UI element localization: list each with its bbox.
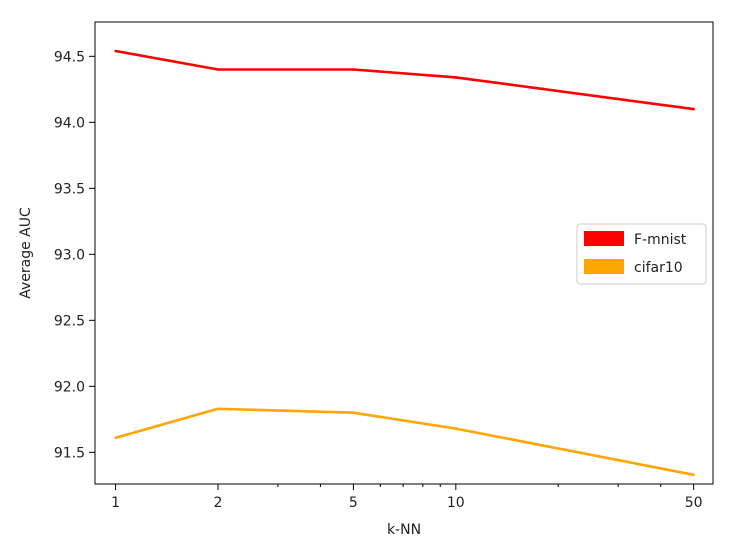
data-point-f-mnist (692, 107, 695, 111)
data-point-f-mnist (216, 68, 220, 71)
legend-swatch-f-mnist (584, 231, 624, 246)
data-point-cifar10 (692, 473, 695, 477)
legend-swatch-cifar10 (584, 259, 624, 274)
y-axis-label: Average AUC (18, 207, 34, 299)
data-point-cifar10 (454, 427, 458, 430)
x-tick-label: 50 (685, 495, 703, 511)
x-tick-label: 2 (214, 495, 223, 511)
series-layer (114, 49, 695, 477)
legend: F-mnist cifar10 (576, 223, 707, 285)
y-tick-label: 94.0 (54, 115, 85, 131)
legend-label-cifar10: cifar10 (634, 260, 683, 276)
data-point-f-mnist (114, 49, 117, 53)
y-tick-label: 92.5 (54, 313, 85, 329)
data-point-f-mnist (454, 76, 458, 79)
y-axis: 91.5 92.0 92.5 93.0 93.5 94.0 94.5 (54, 49, 95, 461)
x-tick-label: 5 (349, 495, 358, 511)
y-tick-label: 91.5 (54, 445, 85, 461)
x-axis: 1 2 5 10 50 (111, 484, 703, 511)
legend-label-f-mnist: F-mnist (634, 232, 687, 248)
data-point-cifar10 (114, 436, 117, 440)
y-tick-label: 92.0 (54, 379, 85, 395)
x-tick-label: 1 (111, 495, 120, 511)
y-tick-label: 93.5 (54, 181, 85, 197)
data-point-f-mnist (352, 68, 355, 71)
plot-frame (94, 21, 714, 485)
y-tick-label: 94.5 (54, 49, 85, 65)
data-point-cifar10 (352, 411, 355, 415)
y-tick-label: 93.0 (54, 247, 85, 263)
x-axis-label: k-NN (387, 522, 421, 538)
x-tick-label: 10 (447, 495, 465, 511)
data-point-cifar10 (216, 407, 220, 411)
